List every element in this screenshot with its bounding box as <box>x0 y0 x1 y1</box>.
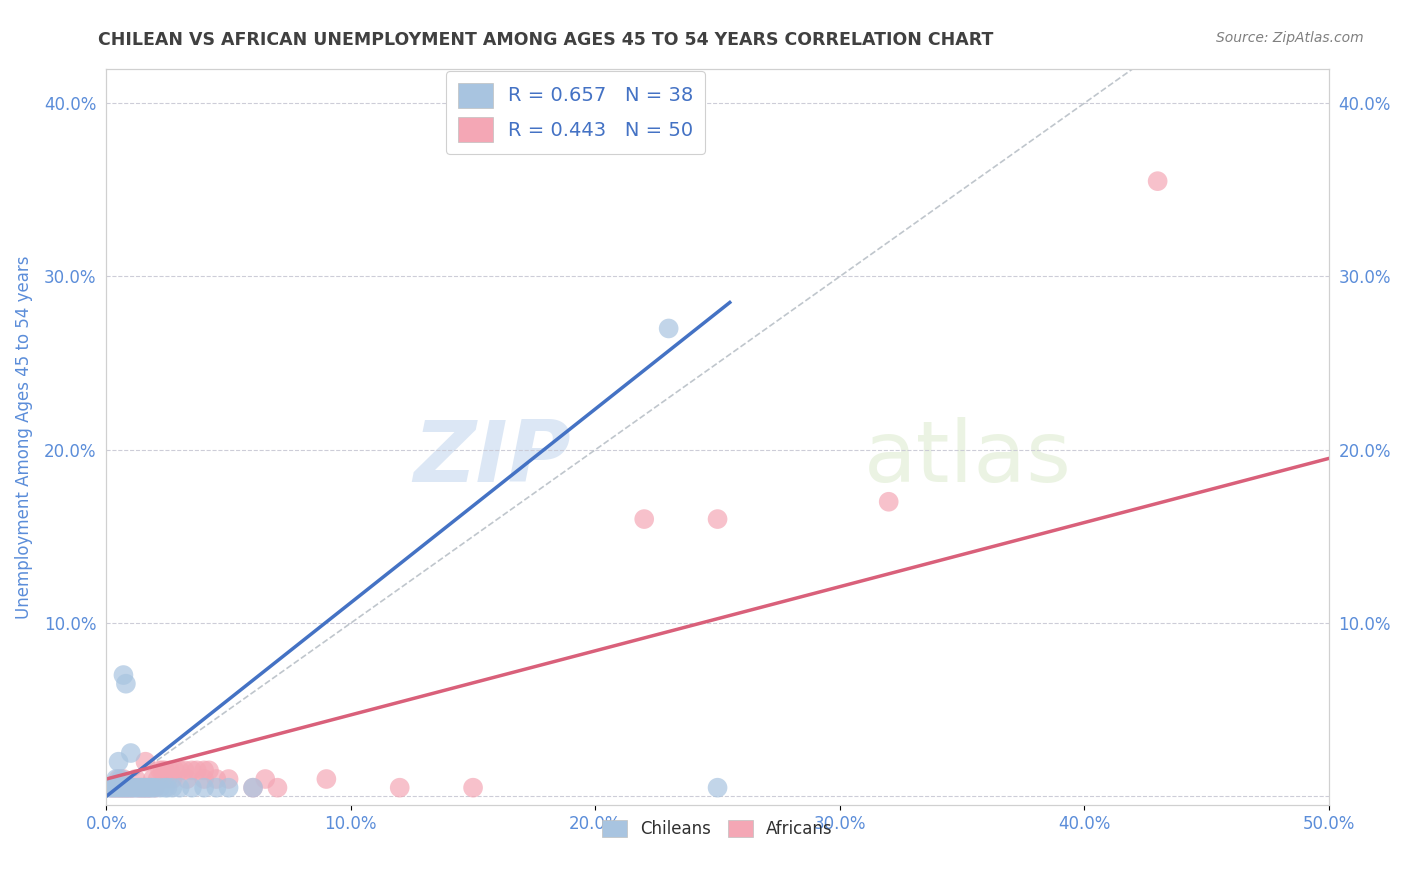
Point <box>153 780 176 795</box>
Point <box>173 764 195 778</box>
Point <box>193 764 215 778</box>
Point <box>149 780 172 795</box>
Point <box>107 780 129 795</box>
Point <box>205 772 228 786</box>
Point <box>149 764 172 778</box>
Point <box>633 512 655 526</box>
Point <box>153 764 176 778</box>
Point <box>105 780 128 795</box>
Point <box>105 780 128 795</box>
Point <box>877 494 900 508</box>
Legend: Chileans, Africans: Chileans, Africans <box>596 813 839 845</box>
Point <box>110 772 132 786</box>
Point <box>112 780 135 795</box>
Point <box>100 780 122 795</box>
Point <box>254 772 277 786</box>
Point <box>139 780 162 795</box>
Point <box>242 780 264 795</box>
Point <box>143 780 166 795</box>
Point <box>169 764 191 778</box>
Point <box>198 764 221 778</box>
Point <box>100 780 122 795</box>
Point <box>124 780 146 795</box>
Point <box>142 780 165 795</box>
Point <box>180 764 202 778</box>
Point <box>129 780 152 795</box>
Point <box>205 780 228 795</box>
Point <box>180 780 202 795</box>
Point <box>658 321 681 335</box>
Point <box>156 780 179 795</box>
Point <box>218 772 240 786</box>
Point <box>1146 174 1168 188</box>
Point <box>169 780 191 795</box>
Point <box>122 780 145 795</box>
Point <box>124 772 146 786</box>
Point <box>388 780 411 795</box>
Point <box>132 780 155 795</box>
Text: Source: ZipAtlas.com: Source: ZipAtlas.com <box>1216 31 1364 45</box>
Point <box>159 764 181 778</box>
Point <box>706 780 728 795</box>
Text: CHILEAN VS AFRICAN UNEMPLOYMENT AMONG AGES 45 TO 54 YEARS CORRELATION CHART: CHILEAN VS AFRICAN UNEMPLOYMENT AMONG AG… <box>98 31 994 49</box>
Text: atlas: atlas <box>865 417 1073 500</box>
Point <box>162 780 184 795</box>
Point <box>115 780 138 795</box>
Point <box>315 772 337 786</box>
Point <box>120 780 142 795</box>
Point <box>103 780 125 795</box>
Point <box>117 780 139 795</box>
Point <box>193 780 215 795</box>
Point <box>117 780 139 795</box>
Point <box>162 772 184 786</box>
Point <box>186 764 208 778</box>
Point <box>129 780 152 795</box>
Point <box>107 780 129 795</box>
Point <box>110 780 132 795</box>
Y-axis label: Unemployment Among Ages 45 to 54 years: Unemployment Among Ages 45 to 54 years <box>15 255 32 618</box>
Point <box>127 780 149 795</box>
Point <box>152 764 174 778</box>
Point <box>156 772 179 786</box>
Point <box>461 780 484 795</box>
Text: ZIP: ZIP <box>413 417 571 500</box>
Point <box>112 780 135 795</box>
Point <box>115 676 138 690</box>
Point <box>110 780 132 795</box>
Point <box>136 780 159 795</box>
Point <box>120 746 142 760</box>
Point <box>134 755 156 769</box>
Point <box>105 772 128 786</box>
Point <box>132 780 155 795</box>
Point <box>115 780 138 795</box>
Point <box>266 780 288 795</box>
Point <box>139 780 162 795</box>
Point <box>107 755 129 769</box>
Point <box>143 780 166 795</box>
Point <box>107 772 129 786</box>
Point <box>112 772 135 786</box>
Point <box>142 772 165 786</box>
Point <box>163 764 186 778</box>
Point <box>706 512 728 526</box>
Point <box>112 668 135 682</box>
Point <box>103 780 125 795</box>
Point <box>122 780 145 795</box>
Point <box>134 780 156 795</box>
Point <box>120 780 142 795</box>
Point <box>97 780 120 795</box>
Point <box>193 772 215 786</box>
Point <box>136 780 159 795</box>
Point <box>176 772 198 786</box>
Point <box>134 780 156 795</box>
Point <box>146 772 169 786</box>
Point <box>127 780 149 795</box>
Point <box>242 780 264 795</box>
Point <box>218 780 240 795</box>
